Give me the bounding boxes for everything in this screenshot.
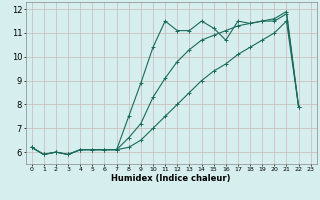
X-axis label: Humidex (Indice chaleur): Humidex (Indice chaleur) <box>111 174 231 183</box>
